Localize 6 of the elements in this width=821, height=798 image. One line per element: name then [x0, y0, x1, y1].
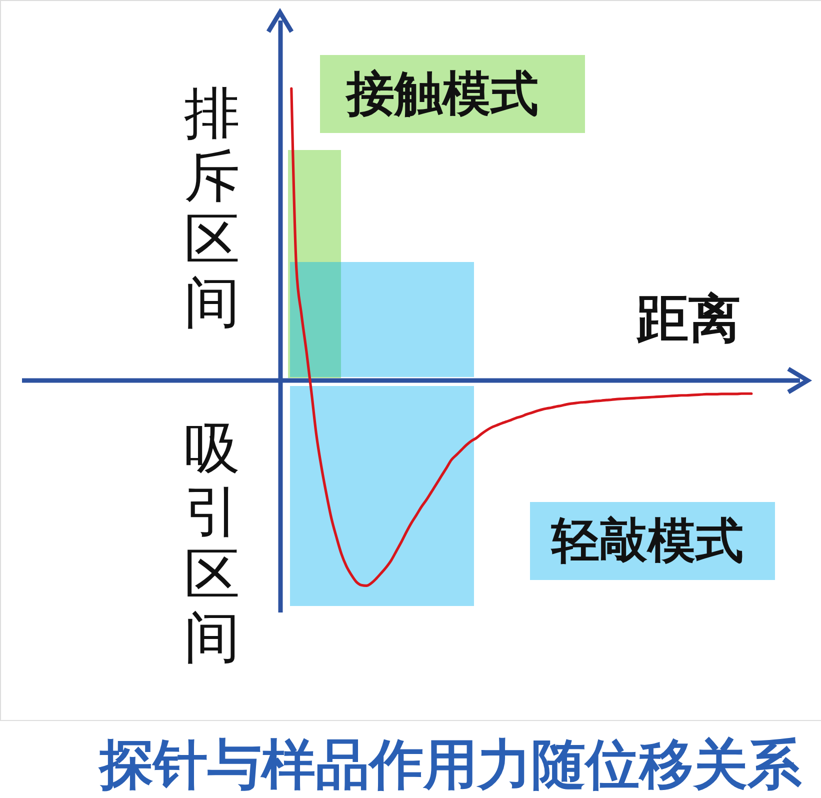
x-axis-title: 距离	[636, 290, 740, 350]
annotation: 接触模式	[344, 66, 538, 122]
text: 吸引区间	[184, 416, 240, 670]
text: 排斥区间	[184, 82, 240, 336]
text: 探针与样品作用力随位移关系	[98, 733, 802, 796]
annotation: 轻敲模式	[550, 513, 744, 569]
